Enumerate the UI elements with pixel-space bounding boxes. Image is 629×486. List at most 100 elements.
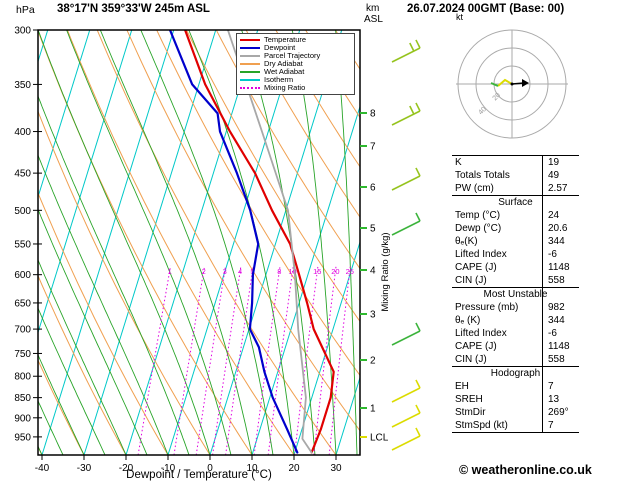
mixing-ratio-value-label: 15 [313,267,321,276]
pressure-tick-label: 900 [14,413,31,424]
pressure-tick-label: 750 [14,349,31,360]
hodograph-trace-mid [490,82,499,87]
wind-barb-staff [391,435,421,451]
pressure-tick-label: 600 [14,270,31,281]
wet-adiabat-line [38,30,211,455]
hodograph-unit-label: kt [456,12,464,22]
series-parcel-trajectory [227,30,313,454]
pressure-tick-label: 500 [14,206,31,217]
stat-label: Dewp (°C) [455,223,502,234]
dry-adiabat-line [245,30,360,218]
wind-barb-staff [391,175,421,191]
x-axis-label: Dewpoint / Temperature (°C) [126,469,272,481]
isotherm-line [38,30,91,199]
wet-adiabat-line [140,30,274,455]
wind-barb-tick [415,39,421,49]
legend-label: Temperature [264,35,307,44]
stat-value: -6 [548,249,557,260]
isotherm-line [209,30,343,455]
mixing-ratio-axis-label: Mixing Ratio (g/kg) [380,232,391,311]
wet-adiabat-line [38,353,85,455]
dry-adiabat-line [66,30,295,455]
stat-row-mu-cape: CAPE (J) 1148 [452,340,579,353]
parcel-line-swatch [240,55,260,57]
pressure-tick-label: 950 [14,432,31,443]
temp-tick-label: -30 [77,463,92,474]
stat-row-pw: PW (cm) 2.57 [452,182,579,195]
mixing-ratio-value-label: 3 [223,267,227,276]
legend-item-dewpoint: Dewpoint [240,44,351,52]
stat-value: 1148 [548,262,570,273]
lcl-label: LCL [370,433,389,444]
pressure-tick-label: 800 [14,372,31,383]
temp-tick-label: -20 [119,463,134,474]
mixing-ratio-line [137,265,172,455]
isotherm-line-swatch [240,79,260,81]
mixing-ratio-value-label: 20 [331,267,339,276]
stat-value: 20.6 [548,223,568,234]
wind-barb-tick [409,42,415,52]
stat-value: 558 [548,275,565,286]
surface-section-title: Surface [498,197,533,208]
wet-adiabat-line [66,30,232,455]
hodograph-ring [475,47,549,121]
altitude-unit-km-label: km [366,3,380,14]
stat-value: 982 [548,302,565,313]
stat-label: θₑ(K) [455,236,478,247]
indices-section: K 19 Totals Totals 49 PW (cm) 2.57 [452,155,579,196]
km-tick-label: 6 [370,183,376,194]
isotherm-line [0,30,6,455]
footer-credit: © weatheronline.co.uk [459,463,592,477]
pressure-tick-label: 300 [14,26,31,37]
wind-barbs [391,39,421,451]
dry-adiabat-line [275,30,360,168]
stat-value: 7 [548,420,554,431]
wet-adiabat-line [38,399,64,455]
wind-barb-staff [391,220,421,236]
stat-label: Lifted Index [455,328,507,339]
stat-row-surface-dewp: Dewp (°C) 20.6 [452,222,579,235]
legend-item-temperature: Temperature [240,36,351,44]
isotherm-line [251,104,360,455]
wind-barb-tick [415,212,421,222]
mixing-ratio-line [313,265,337,455]
dry-adiabat-line [38,359,85,455]
stat-row-mu-thetae: θₑ (K) 344 [452,314,579,327]
wet-adiabat-line [38,258,127,455]
series-temperature [184,30,335,454]
run-datetime: 26.07.2024 00GMT (Base: 00) [407,3,565,15]
mixing-ratio-value-label: 8 [277,267,281,276]
pressure-tick-label: 650 [14,298,31,309]
dewpoint-line-swatch [240,47,260,49]
stat-value: 344 [548,315,565,326]
hodograph-ring [457,29,567,139]
stat-value: 2.57 [548,183,568,194]
dry-adiabat-line [126,30,360,432]
stat-row-mu-lifted-index: Lifted Index -6 [452,327,579,340]
hodograph-section: Hodograph EH 7 SREH 13 StmDir 269° StmSp… [452,367,579,433]
km-tick-label: 2 [370,356,376,367]
stat-row-surface-lifted-index: Lifted Index -6 [452,248,579,261]
stat-value: 344 [548,236,565,247]
wet-adiabat-line [38,208,148,455]
dry-adiabat-line [156,30,360,377]
isotherm-line [335,375,360,455]
stat-value: 269° [548,407,569,418]
stat-label: θₑ (K) [455,315,481,326]
km-tick-label: 3 [370,310,376,321]
stat-label: Lifted Index [455,249,507,260]
stat-row-totals-totals: Totals Totals 49 [452,169,579,182]
stat-row-surface-cape: CAPE (J) 1148 [452,261,579,274]
stat-row-eh: EH 7 [452,380,579,393]
stat-value: 7 [548,381,554,392]
wet-adiabat-line-swatch [240,71,260,73]
sounding-curves [168,30,335,454]
stat-value: 24 [548,210,560,221]
wet-adiabat-line [38,94,190,455]
plot-border [37,29,361,456]
wet-adiabat-line [99,30,253,455]
hodograph-ring-label: 40 [477,106,488,117]
dry-adiabat-line [305,30,360,119]
dry-adiabat-line [215,30,360,270]
